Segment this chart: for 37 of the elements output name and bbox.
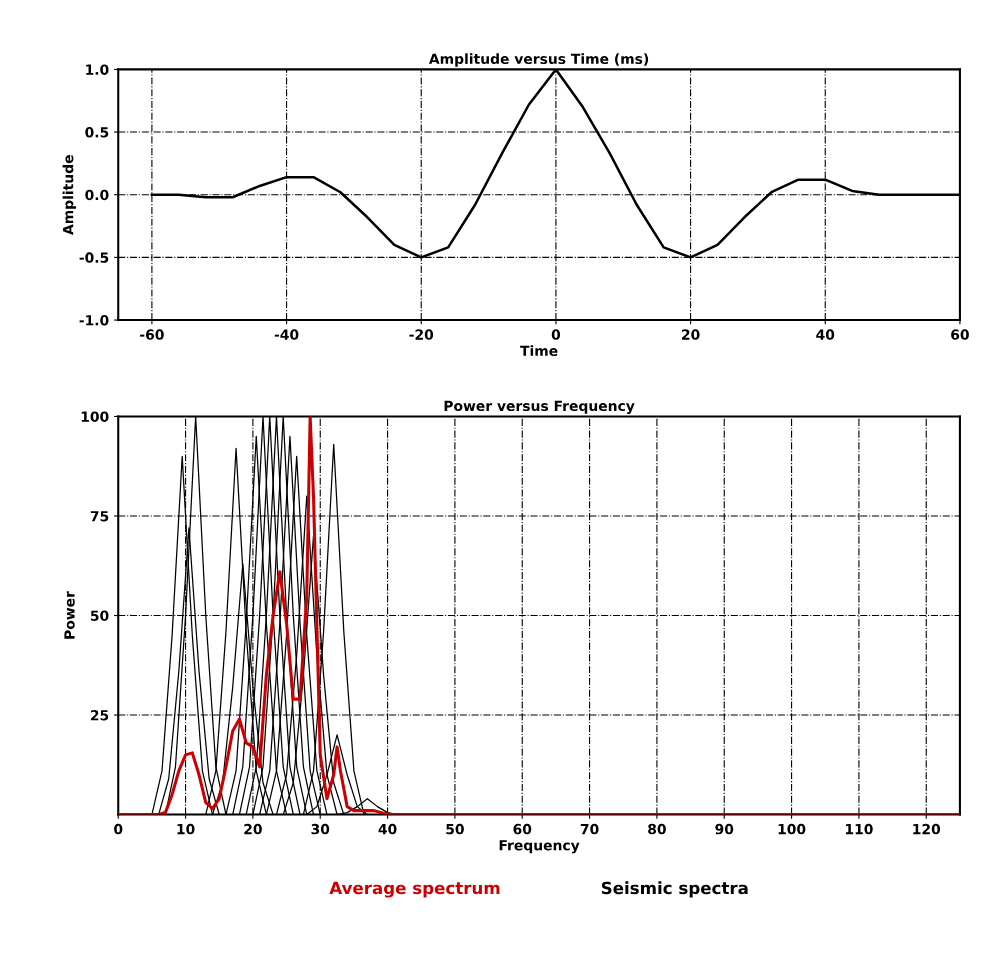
y-axis-title: Power	[64, 591, 75, 639]
x-tick-label: 0	[551, 329, 561, 340]
x-tick-label: 60	[513, 823, 532, 835]
x-tick-label: 40	[378, 823, 397, 835]
x-tick-label: 0	[114, 823, 123, 835]
x-tick-label: 40	[816, 329, 835, 340]
y-tick-label: 100	[81, 411, 109, 422]
y-tick-label: -1.0	[79, 315, 109, 326]
x-tick-label: 10	[177, 823, 195, 835]
text: Average spectrum	[329, 881, 500, 898]
chart-title: Power versus Frequency	[444, 400, 635, 414]
x-axis-title: Frequency	[499, 840, 580, 854]
y-tick-label: 50	[90, 610, 109, 621]
x-tick-label: 90	[715, 823, 734, 835]
x-tick-label: 100	[778, 823, 806, 835]
y-tick-label: -0.5	[79, 252, 109, 263]
x-tick-label: 80	[648, 823, 666, 835]
x-tick-label: -20	[409, 329, 434, 340]
x-tick-label: 60	[951, 329, 969, 340]
y-tick-label: 25	[90, 710, 109, 721]
x-tick-label: -60	[140, 329, 164, 340]
x-tick-label: 20	[244, 823, 262, 835]
y-tick-label: 0.0	[85, 189, 109, 201]
y-tick-label: 1.0	[86, 64, 109, 75]
x-tick-label: 50	[446, 823, 464, 835]
y-axis-title: Amplitude	[62, 155, 77, 235]
x-axis-title: Time	[520, 345, 558, 357]
x-tick-label: 20	[682, 329, 700, 340]
x-tick-label: -40	[274, 329, 299, 340]
x-tick-label: 110	[845, 823, 873, 835]
y-tick-label: 0.5	[85, 127, 109, 138]
x-tick-label: 120	[913, 823, 941, 835]
x-tick-label: 30	[311, 823, 330, 835]
x-tick-label: 70	[580, 823, 599, 835]
chart-title: Amplitude versus Time (ms)	[428, 53, 649, 67]
text: Seismic spectra	[601, 881, 748, 898]
y-tick-label: 75	[90, 511, 109, 522]
